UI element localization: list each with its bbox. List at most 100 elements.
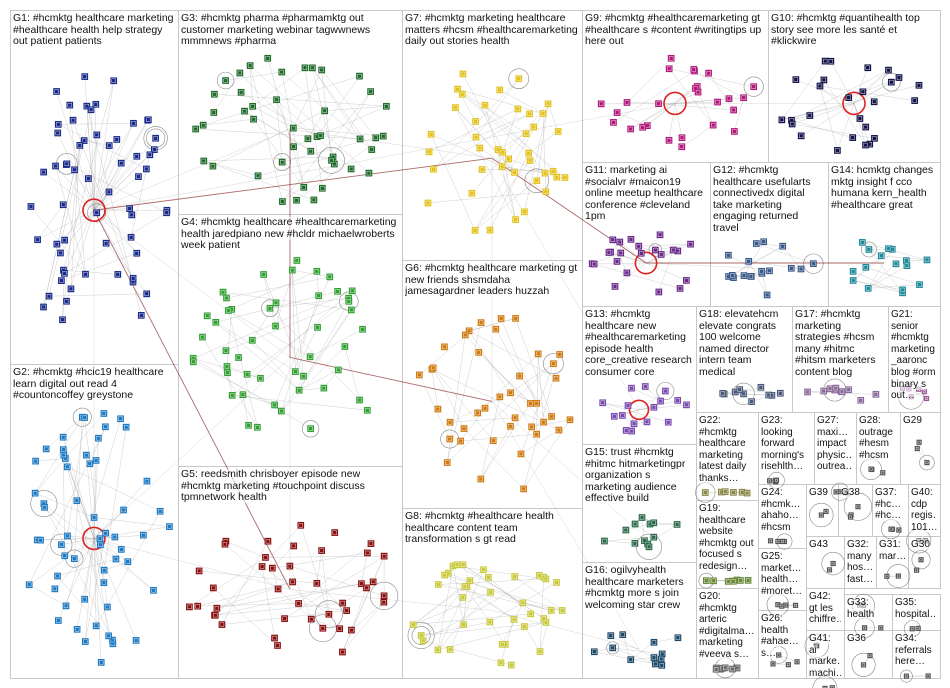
self-loop: [656, 382, 675, 400]
node-fill: [522, 210, 527, 214]
edge: [215, 525, 301, 616]
node-fill: [225, 364, 229, 369]
node-fill: [268, 306, 272, 311]
node-fill: [897, 529, 900, 532]
group-box-g31: [876, 536, 909, 589]
edge: [419, 374, 450, 440]
edge: [413, 586, 466, 625]
edge: [431, 369, 560, 431]
edge: [293, 69, 322, 129]
node-fill: [563, 175, 567, 180]
group-box-g4: [178, 214, 403, 467]
node-fill: [862, 663, 865, 666]
edge: [199, 570, 317, 584]
edge: [293, 127, 384, 137]
node-fill: [153, 136, 158, 140]
self-loop: [318, 146, 345, 174]
node-fill: [766, 393, 771, 397]
node-fill: [645, 420, 649, 424]
self-loop: [635, 533, 663, 560]
node-fill: [554, 580, 559, 585]
node-fill: [72, 168, 77, 172]
edge: [862, 69, 889, 93]
node-fill: [821, 389, 826, 393]
edge: [837, 103, 855, 151]
node-fill: [332, 162, 337, 166]
edge: [276, 99, 294, 147]
edge: [728, 254, 763, 274]
node-fill: [862, 604, 865, 607]
edge: [668, 103, 676, 141]
edge: [263, 274, 276, 327]
node-fill: [506, 157, 511, 161]
node-fill: [822, 78, 826, 82]
edge: [252, 340, 300, 391]
edge: [668, 68, 714, 126]
node-fill: [917, 627, 920, 630]
node-fill: [340, 601, 345, 605]
node-fill: [858, 116, 862, 121]
node-fill: [488, 228, 492, 232]
node-fill: [245, 372, 249, 377]
node-fill: [491, 438, 496, 443]
node-fill: [499, 316, 503, 321]
edge: [868, 263, 897, 289]
node-fill: [512, 170, 517, 175]
node-fill: [54, 89, 59, 94]
edge: [614, 409, 640, 417]
edge: [232, 290, 353, 396]
node-fill: [33, 491, 37, 495]
edge: [67, 466, 161, 512]
node-fill: [224, 348, 228, 353]
edge: [321, 69, 332, 161]
group-box-g19: [696, 500, 759, 589]
node-fill: [193, 127, 198, 131]
node-fill: [319, 548, 324, 553]
node-fill: [98, 543, 103, 547]
node-fill: [541, 111, 545, 116]
edge: [645, 262, 687, 281]
edge: [638, 243, 691, 247]
node-fill: [442, 345, 447, 349]
node-fill: [556, 129, 560, 134]
edge: [471, 103, 549, 194]
group-box-g30: [908, 536, 941, 589]
edge: [76, 500, 101, 545]
node-fill: [64, 299, 69, 304]
edge: [430, 134, 503, 167]
node-fill: [811, 261, 816, 266]
edge: [342, 601, 385, 653]
node-fill: [924, 539, 927, 542]
inter-group-edge: [93, 157, 493, 211]
node-fill: [557, 428, 561, 432]
node-fill: [191, 356, 195, 361]
node-fill: [787, 663, 790, 666]
edge: [463, 428, 524, 490]
node-fill: [715, 100, 720, 104]
node-fill: [678, 286, 682, 291]
node-fill: [327, 612, 331, 616]
node-fill: [303, 66, 307, 70]
edge: [316, 583, 347, 611]
node-fill: [104, 241, 108, 245]
node-fill: [834, 386, 838, 390]
edge: [437, 597, 464, 651]
edge: [261, 566, 275, 639]
node-fill: [446, 571, 451, 575]
node-fill: [274, 97, 279, 102]
node-fill: [56, 122, 60, 127]
node-fill: [246, 423, 251, 428]
edge: [84, 76, 95, 211]
node-fill: [839, 490, 842, 493]
edge: [276, 99, 283, 163]
edge: [66, 163, 167, 213]
node-fill: [680, 144, 684, 149]
node-fill: [239, 90, 243, 95]
edge: [630, 657, 654, 660]
node-fill: [918, 441, 921, 444]
edge: [215, 322, 304, 377]
node-fill: [436, 407, 440, 411]
node-fill: [684, 403, 689, 407]
edge: [48, 293, 147, 297]
node-fill: [621, 632, 625, 637]
